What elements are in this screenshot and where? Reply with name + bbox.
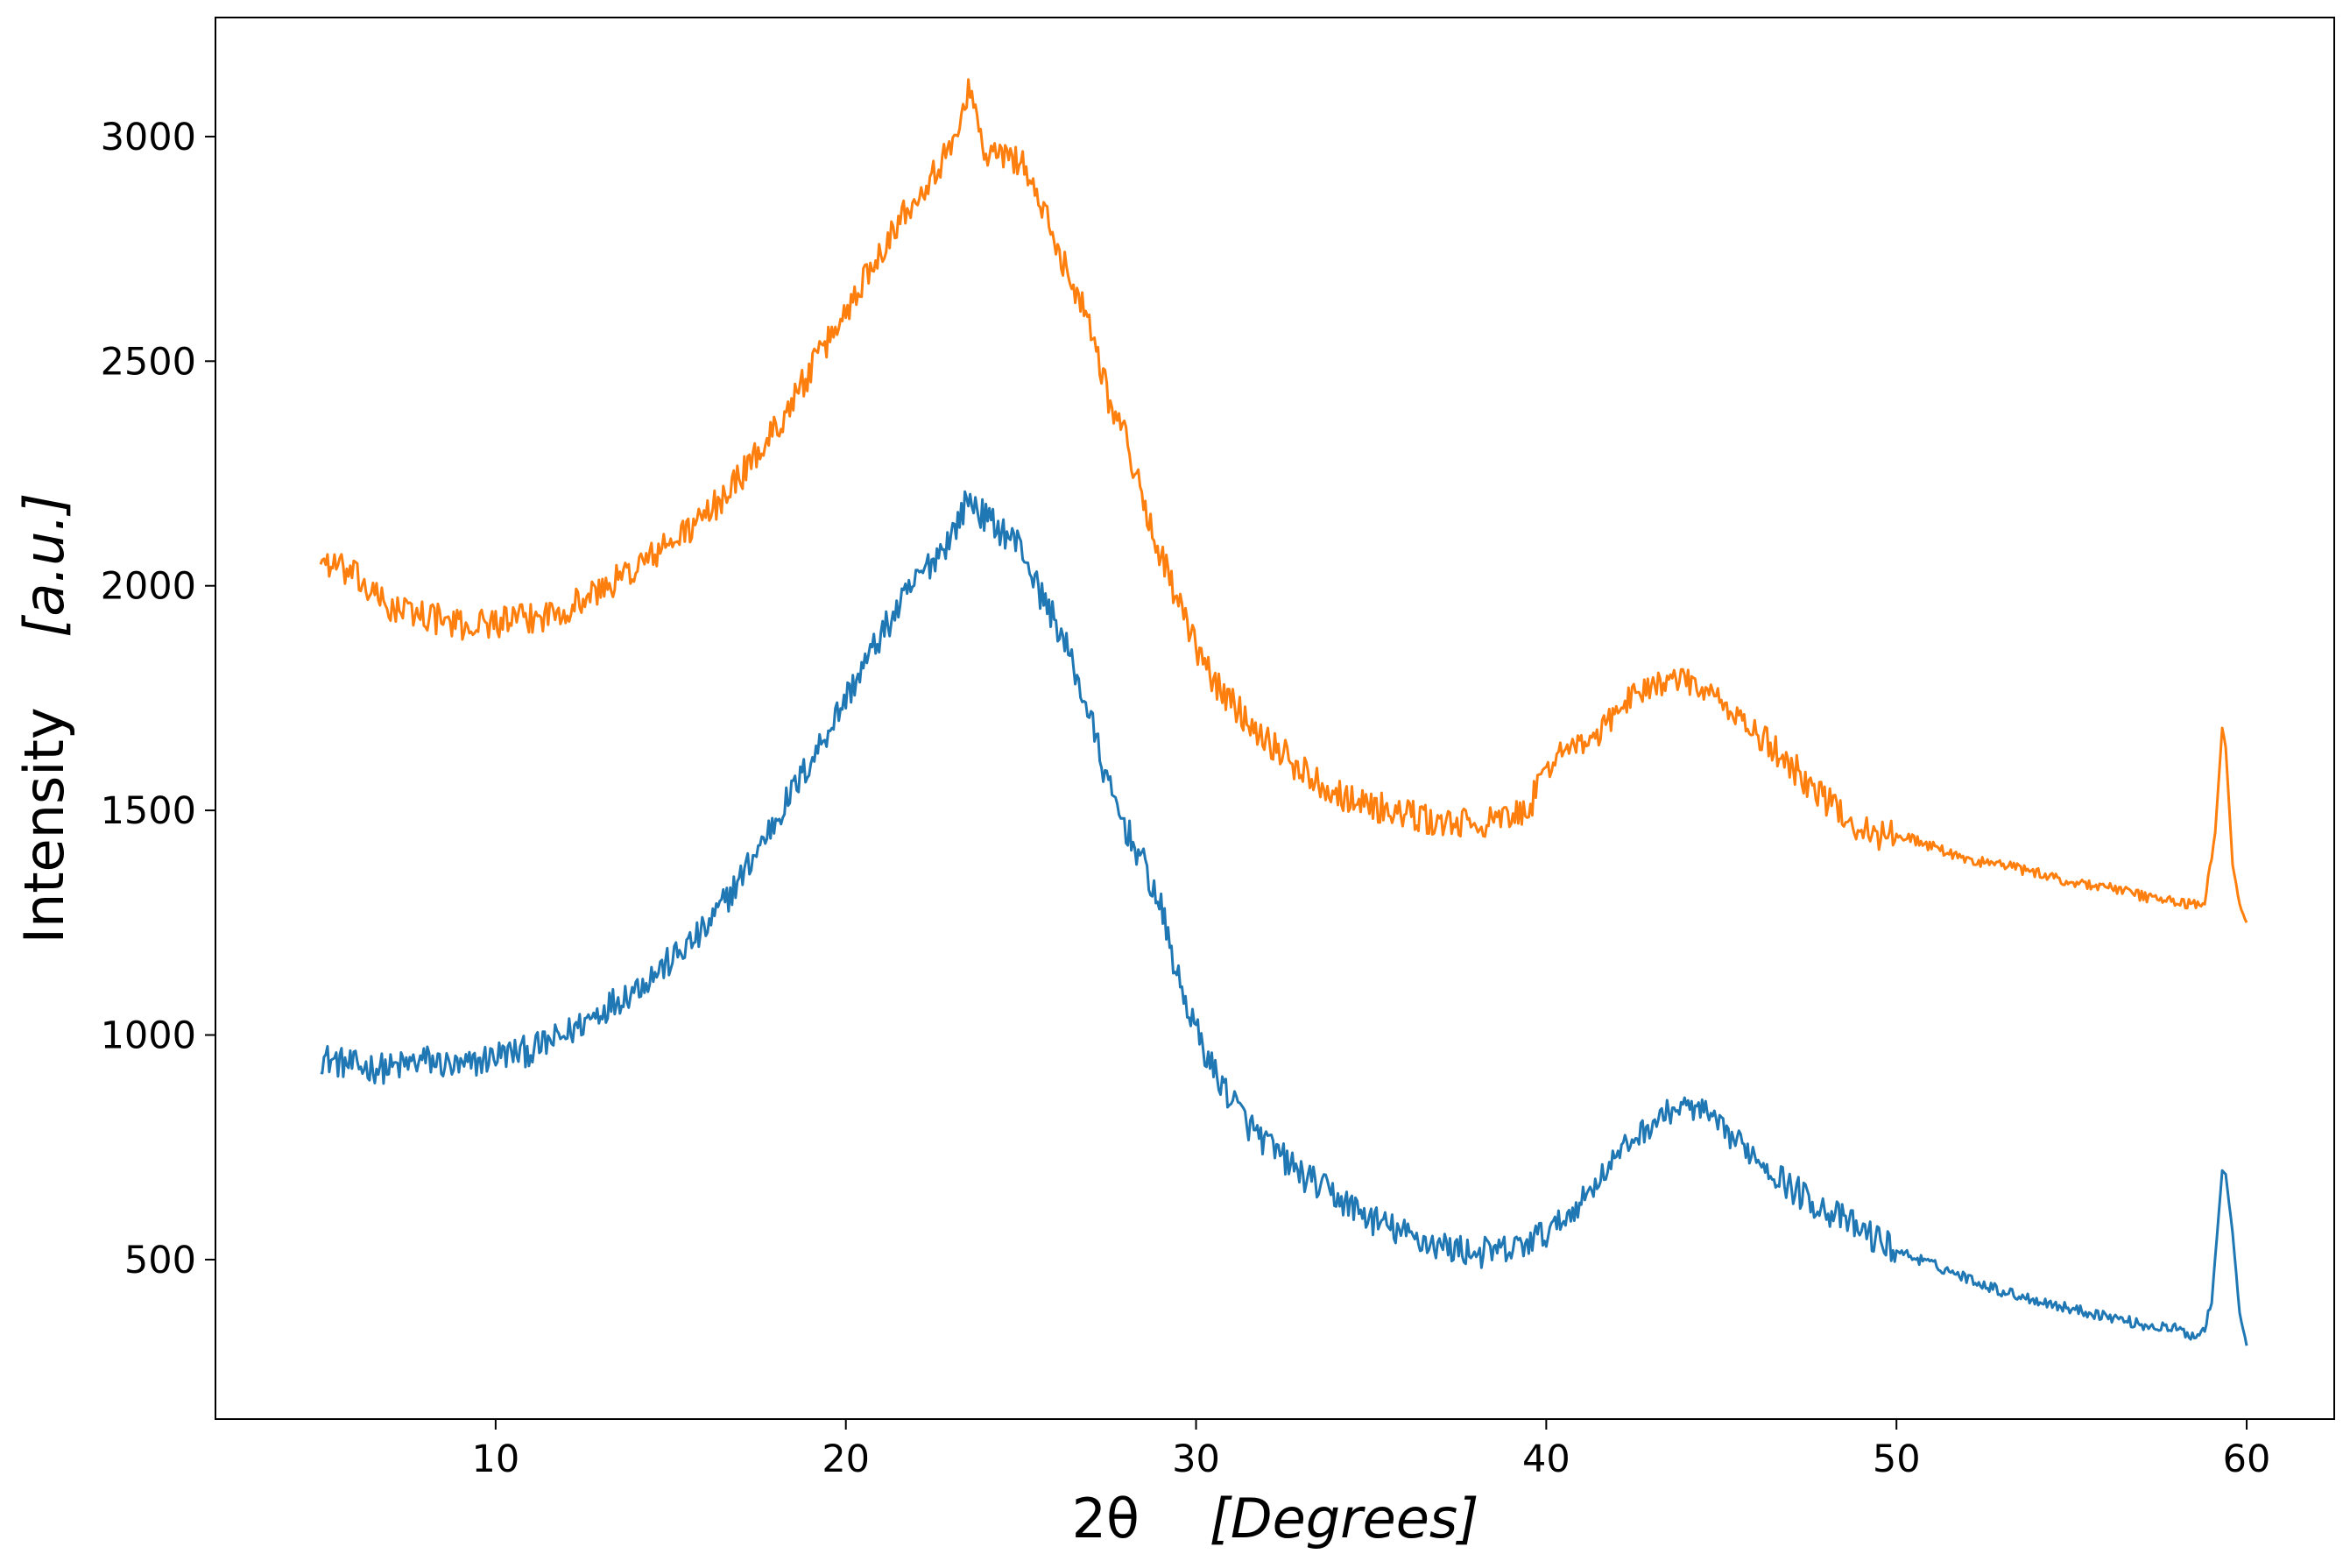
y-tick-label: 2000 — [101, 565, 196, 609]
y-tick-label: 1000 — [101, 1014, 196, 1058]
x-axis-label-unit: [Degrees] — [1210, 1487, 1479, 1550]
x-tick-label: 50 — [1873, 1437, 1921, 1481]
y-tick-label: 500 — [124, 1239, 196, 1282]
y-tick-label: 3000 — [101, 116, 196, 159]
y-axis-label-unit: [a.u.] — [12, 493, 76, 638]
x-tick-label: 20 — [822, 1437, 870, 1481]
plot-frame — [215, 17, 2335, 1420]
x-tick-label: 60 — [2223, 1437, 2271, 1481]
y-ticks: 500 1000 1500 2000 2500 3000 — [101, 116, 215, 1282]
y-axis-label-main: Intensity — [12, 707, 76, 943]
series-line-1 — [320, 490, 2248, 1346]
x-tick-label: 10 — [472, 1437, 520, 1481]
series-line-2 — [319, 78, 2248, 923]
x-axis-label: 2θ [Degrees] — [1072, 1487, 1479, 1550]
x-ticks: 10 20 30 40 50 60 — [472, 1419, 2271, 1481]
y-tick-label: 2500 — [101, 340, 196, 384]
x-tick-label: 30 — [1172, 1437, 1220, 1481]
y-axis-label: Intensity [a.u.] — [12, 493, 76, 944]
series-layer — [319, 78, 2248, 1346]
y-tick-label: 1500 — [101, 789, 196, 833]
x-axis-label-main: 2θ — [1072, 1487, 1140, 1550]
x-tick-label: 40 — [1522, 1437, 1570, 1481]
